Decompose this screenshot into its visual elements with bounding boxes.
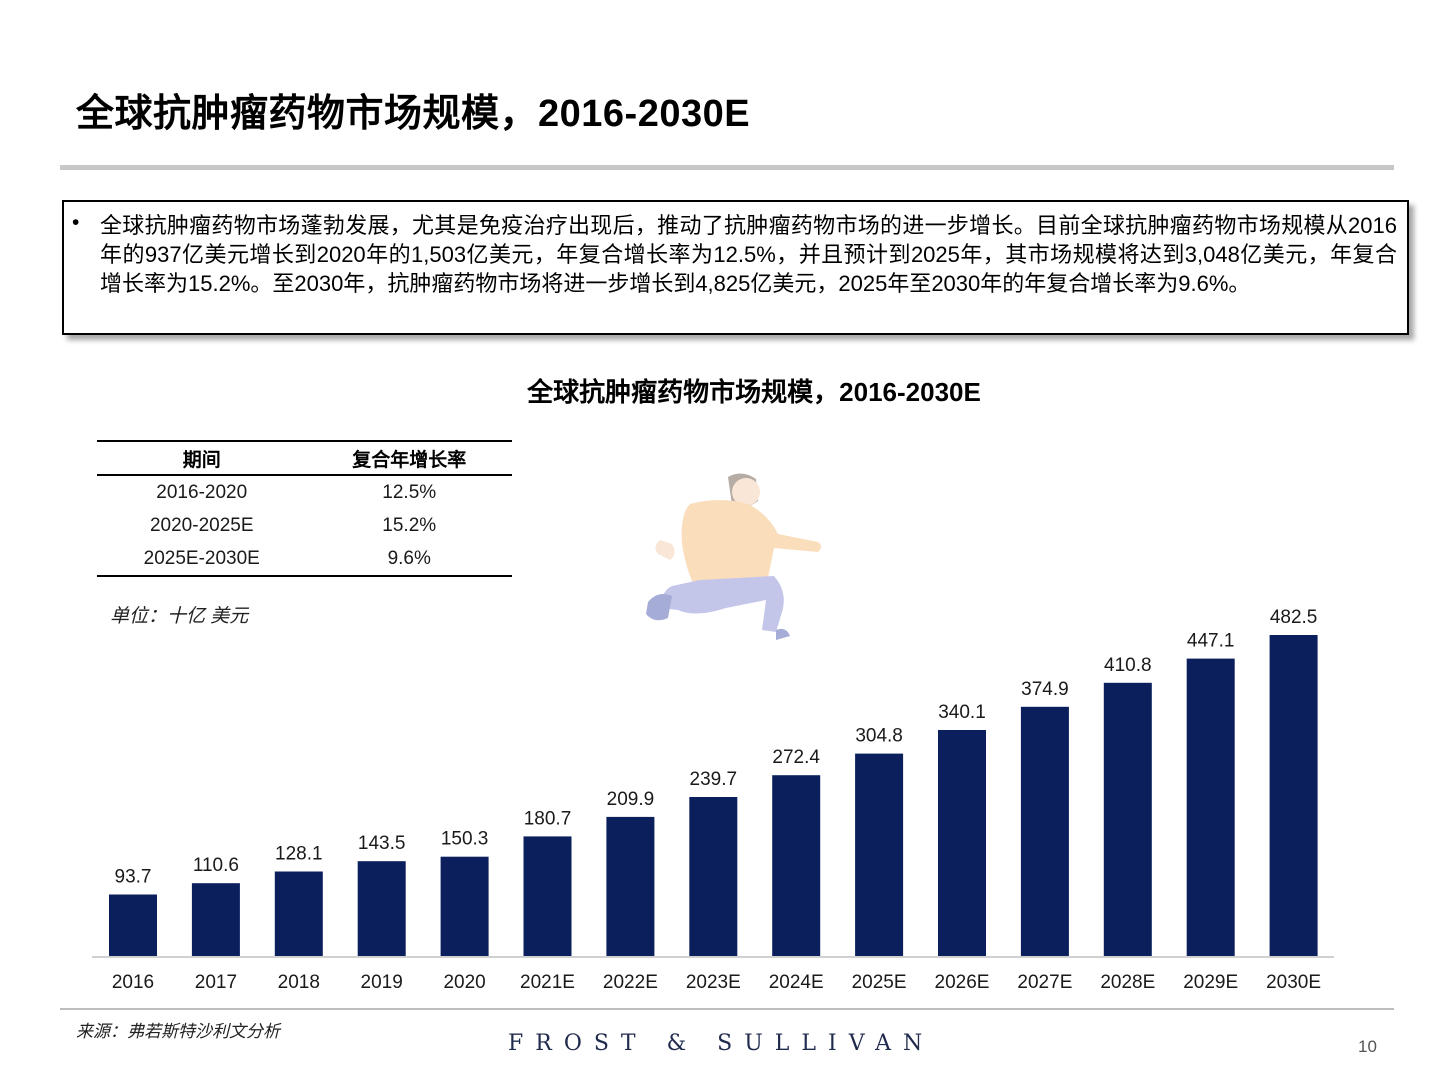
bar-2020	[440, 856, 489, 957]
cagr-header-rate: 复合年增长率	[306, 440, 512, 476]
bar-2016	[109, 894, 157, 957]
cagr-table: 期间 复合年增长率 2016-2020 12.5% 2020-2025E 15.…	[97, 440, 512, 577]
cagr-rate-cell: 9.6%	[306, 542, 512, 577]
bullet-icon: •	[72, 211, 80, 234]
x-tick-label: 2029E	[1183, 972, 1238, 993]
bar-2028E	[1103, 682, 1152, 957]
data-label: 209.9	[607, 789, 655, 810]
bar-2023E	[689, 797, 738, 957]
cagr-period-cell: 2020-2025E	[149, 514, 254, 536]
page-number: 10	[1358, 1037, 1377, 1056]
bar-2030E	[1269, 635, 1318, 957]
data-label: 110.6	[193, 855, 239, 876]
brand-logo-text: FROST & SULLIVAN	[508, 1031, 935, 1056]
x-tick-label: 2026E	[935, 972, 990, 993]
x-tick-label: 2020	[443, 972, 485, 993]
title-divider	[60, 165, 1394, 170]
cagr-header-period: 期间	[97, 440, 307, 476]
data-label: 374.9	[1021, 679, 1069, 700]
x-tick-label: 2018	[278, 972, 320, 993]
data-label: 143.5	[358, 833, 406, 854]
summary-box: • 全球抗肿瘤药物市场蓬勃发展，尤其是免疫治疗出现后，推动了抗肿瘤药物市场的进一…	[62, 200, 1409, 335]
bar-2019	[357, 861, 406, 957]
data-label: 410.8	[1104, 655, 1152, 676]
x-tick-label: 2021E	[520, 972, 575, 993]
cagr-rate-cell: 15.2%	[382, 514, 437, 536]
data-label: 93.7	[115, 867, 152, 888]
cagr-rate-cell: 12.5%	[382, 481, 437, 503]
data-label: 272.4	[772, 747, 820, 768]
cagr-period-cell: 2016-2020	[156, 481, 248, 503]
footer-divider	[60, 1008, 1394, 1010]
source-note: 来源：弗若斯特沙利文分析	[76, 1022, 280, 1041]
bar-2029E	[1186, 658, 1235, 957]
x-tick-label: 2024E	[769, 972, 824, 993]
bar-2026E	[938, 730, 986, 957]
data-label: 180.7	[524, 808, 572, 829]
bar-2027E	[1020, 706, 1069, 957]
bar-2021E	[523, 836, 572, 957]
running-person-illustration	[646, 473, 821, 640]
bar-2017	[191, 883, 240, 957]
data-label: 150.3	[441, 829, 489, 850]
bar-2025E	[855, 753, 904, 957]
data-label: 239.7	[690, 769, 738, 790]
x-tick-label: 2028E	[1100, 972, 1155, 993]
bars-group: 93.7 2016 110.6 2017 128.1 2018 143.5 2019 150.3…	[109, 607, 1321, 993]
x-tick-label: 2017	[195, 972, 237, 993]
data-label: 304.8	[855, 726, 903, 747]
x-tick-label: 2016	[112, 972, 154, 993]
x-tick-label: 2027E	[1017, 972, 1072, 993]
unit-label: 单位：十亿 美元	[110, 606, 249, 627]
x-tick-label: 2030E	[1266, 972, 1321, 993]
chart-title: 全球抗肿瘤药物市场规模，2016-2030E	[527, 377, 981, 407]
cagr-period-cell: 2025E-2030E	[97, 542, 307, 577]
summary-text: 全球抗肿瘤药物市场蓬勃发展，尤其是免疫治疗出现后，推动了抗肿瘤药物市场的进一步增…	[100, 213, 1397, 296]
table-row: 2020-2025E 15.2%	[97, 509, 512, 542]
table-row: 2025E-2030E 9.6%	[97, 542, 512, 577]
x-tick-label: 2023E	[686, 972, 741, 993]
data-label: 482.5	[1270, 607, 1318, 628]
x-tick-label: 2022E	[603, 972, 658, 993]
data-label: 447.1	[1187, 631, 1235, 652]
table-row: 2016-2020 12.5%	[97, 475, 512, 509]
x-tick-label: 2019	[361, 972, 403, 993]
cagr-table-header-row: 期间 复合年增长率	[97, 440, 512, 476]
bar-2018	[274, 871, 323, 957]
data-label: 128.1	[275, 844, 323, 865]
bar-2024E	[772, 775, 821, 957]
data-label: 340.1	[938, 702, 986, 723]
page-title: 全球抗肿瘤药物市场规模，2016-2030E	[76, 93, 751, 135]
bar-2022E	[606, 816, 655, 957]
x-tick-label: 2025E	[852, 972, 907, 993]
